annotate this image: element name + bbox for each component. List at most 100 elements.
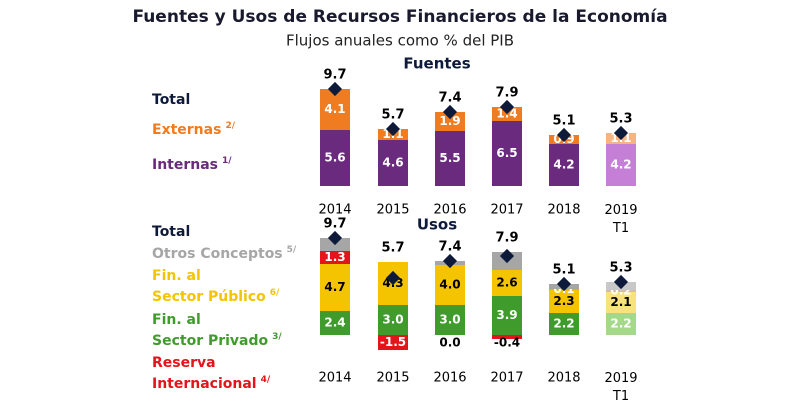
x-tick-line: T1 xyxy=(612,221,629,236)
total-label: 7.4 xyxy=(438,240,461,255)
legend-text: Internas xyxy=(152,157,218,173)
total-marker xyxy=(442,253,458,269)
data-label: 1.3 xyxy=(324,250,345,264)
data-label: 6.5 xyxy=(496,146,517,160)
x-tick-label: 2018 xyxy=(547,203,580,218)
legend-label: Fin. al xyxy=(152,268,201,284)
data-label: -1.5 xyxy=(380,335,406,349)
bar-segment xyxy=(492,296,522,335)
total-label: 5.7 xyxy=(381,108,404,123)
total-marker xyxy=(327,81,343,97)
legend-label: Sector Privado 3/ xyxy=(152,332,282,350)
x-tick-label: 2019 T1 xyxy=(604,203,637,236)
x-tick-label: 2017 xyxy=(490,371,523,386)
legend-text: Fin. al xyxy=(152,268,201,284)
bar-segment xyxy=(435,131,465,186)
bar-segment xyxy=(378,335,408,350)
legend-label: Total xyxy=(152,92,190,108)
data-label: 4.7 xyxy=(324,280,345,294)
total-label: 5.1 xyxy=(552,114,575,129)
data-label: 0.0 xyxy=(439,336,460,350)
x-tick-label: 2019 T1 xyxy=(604,371,637,404)
legend-text: Fin. al xyxy=(152,312,201,328)
bar-segment xyxy=(606,313,636,335)
total-marker xyxy=(327,230,343,246)
bar-segment xyxy=(320,130,350,186)
total-marker xyxy=(613,274,629,290)
bar-segment xyxy=(549,290,579,313)
x-tick-label: 2016 xyxy=(433,203,466,218)
total-label: 5.7 xyxy=(381,241,404,256)
total-label: 7.9 xyxy=(495,231,518,246)
total-label: 5.1 xyxy=(552,263,575,278)
bar-segment xyxy=(435,305,465,335)
bar-segment xyxy=(606,290,636,292)
total-label: 5.3 xyxy=(609,261,632,276)
data-label: 3.0 xyxy=(439,313,460,327)
total-marker xyxy=(385,121,401,137)
data-label: 2.6 xyxy=(496,276,517,290)
x-tick-label: 2014 xyxy=(318,371,351,386)
bar-segment xyxy=(435,112,465,131)
data-label: 2.1 xyxy=(610,295,631,309)
x-tick-label: 2014 xyxy=(318,203,351,218)
legend-label: Sector Público 6/ xyxy=(152,288,280,306)
legend-text: Sector Privado xyxy=(152,333,269,349)
bar-segment xyxy=(492,270,522,296)
legend-text: Externas xyxy=(152,122,221,138)
data-label: 1.9 xyxy=(439,114,460,128)
legend-text: Reserva xyxy=(152,355,216,371)
total-label: 9.7 xyxy=(323,217,346,232)
legend-label: Total xyxy=(152,224,190,240)
data-label: 4.1 xyxy=(324,102,345,116)
legend-label: Fin. al xyxy=(152,312,201,328)
legend-note: 5/ xyxy=(287,245,297,255)
legend-note: 1/ xyxy=(222,156,232,166)
data-label: 4.6 xyxy=(382,156,403,170)
data-label: 3.0 xyxy=(382,313,403,327)
x-tick-line: 2019 xyxy=(604,371,637,386)
total-marker xyxy=(385,270,401,286)
bar-segment xyxy=(320,311,350,335)
bar-segment xyxy=(492,121,522,186)
data-label: 4.2 xyxy=(610,158,631,172)
chart-title: Usos xyxy=(417,216,457,234)
data-label: 5.6 xyxy=(324,151,345,165)
data-label: -0.4 xyxy=(494,336,520,350)
data-label: 2.4 xyxy=(324,316,345,330)
total-label: 5.3 xyxy=(609,112,632,127)
page-title: Fuentes y Usos de Recursos Financieros d… xyxy=(132,7,667,27)
data-label: 5.5 xyxy=(439,151,460,165)
legend-label: Internas 1/ xyxy=(152,156,232,174)
bar-segment xyxy=(378,305,408,335)
total-marker xyxy=(556,276,572,292)
legend-label: Otros Conceptos 5/ xyxy=(152,245,297,263)
x-tick-line: 2019 xyxy=(604,203,637,218)
data-label: 2.2 xyxy=(553,317,574,331)
bar-segment xyxy=(549,144,579,186)
legend-note: 2/ xyxy=(225,121,235,131)
data-label: 4.2 xyxy=(553,158,574,172)
total-marker xyxy=(613,125,629,141)
x-tick-label: 2017 xyxy=(490,203,523,218)
chart-title: Fuentes xyxy=(403,55,470,73)
bar-segment xyxy=(378,140,408,186)
bar-segment xyxy=(435,265,465,305)
x-tick-label: 2016 xyxy=(433,371,466,386)
bar-segment xyxy=(492,335,522,339)
legend-text: Internacional xyxy=(152,376,257,392)
legend-note: 4/ xyxy=(261,375,271,385)
total-marker xyxy=(499,248,515,264)
data-label: 4.0 xyxy=(439,278,460,292)
total-marker xyxy=(442,104,458,120)
x-tick-line: T1 xyxy=(612,389,629,404)
legend-text: Otros Conceptos xyxy=(152,246,283,262)
x-tick-label: 2018 xyxy=(547,371,580,386)
total-label: 9.7 xyxy=(323,68,346,83)
bar-segment xyxy=(606,144,636,186)
legend-label: Externas 2/ xyxy=(152,121,236,139)
total-label: 7.9 xyxy=(495,86,518,101)
legend-text: Sector Público xyxy=(152,289,266,305)
x-tick-label: 2015 xyxy=(376,371,409,386)
